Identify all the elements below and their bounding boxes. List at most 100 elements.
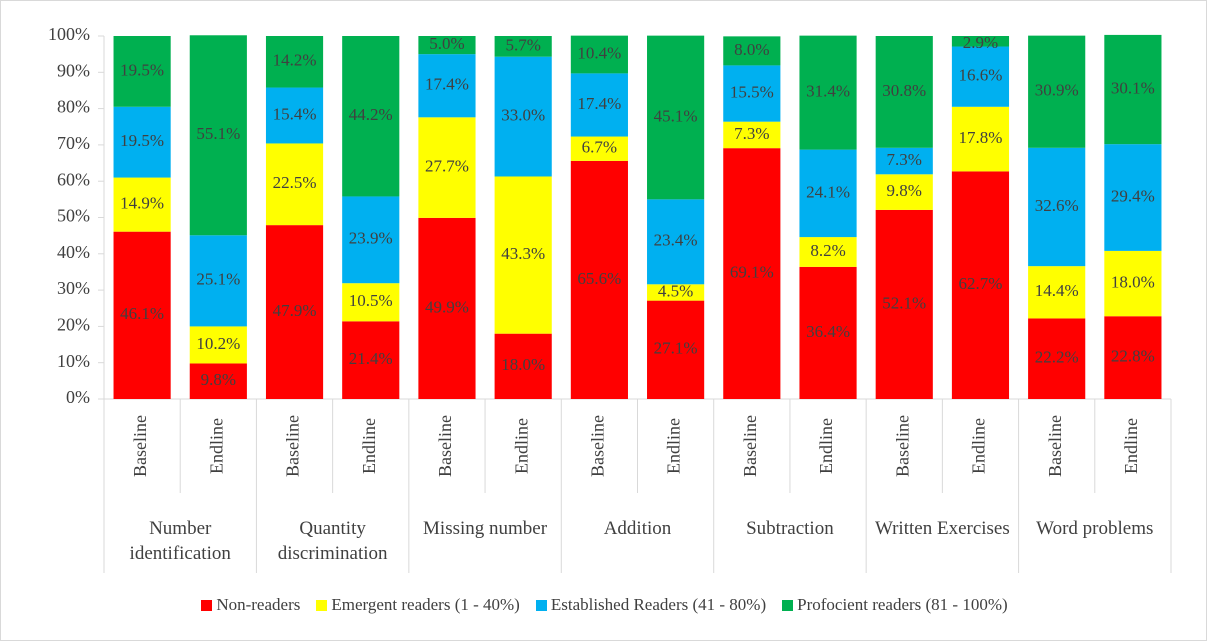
- bar-segment: [1104, 144, 1162, 251]
- group-label: Subtraction: [746, 518, 834, 539]
- data-label: 30.9%: [1035, 81, 1079, 100]
- bar-segment: [189, 35, 247, 236]
- legend-label: Profocient readers (81 - 100%): [797, 595, 1008, 614]
- bar-segment: [189, 326, 247, 364]
- data-label: 32.6%: [1035, 196, 1079, 215]
- bar-segment: [1028, 147, 1086, 267]
- y-tick-label: 20%: [57, 315, 90, 335]
- data-label: 55.1%: [196, 124, 240, 143]
- bar-segment: [951, 171, 1010, 399]
- x-tick-label: Baseline: [588, 415, 608, 477]
- data-label: 33.0%: [501, 105, 545, 124]
- data-label: 29.4%: [1111, 186, 1155, 205]
- bar-segment: [723, 148, 781, 399]
- legend: Non-readers Emergent readers (1 - 40%) Est…: [1, 595, 1206, 615]
- group-label: Quantity discrimination: [277, 518, 388, 564]
- data-label: 62.7%: [959, 274, 1003, 293]
- bar-segment: [342, 196, 400, 284]
- x-tick-label: Endline: [206, 418, 226, 474]
- bar-segment: [570, 136, 628, 161]
- bar-segment: [265, 36, 324, 88]
- legend-label: Emergent readers (1 - 40%): [331, 595, 520, 614]
- bar-segment: [113, 177, 171, 232]
- group-label: Written Exercises: [874, 518, 1010, 539]
- x-tick-label: Baseline: [130, 415, 150, 477]
- y-tick-label: 30%: [57, 278, 90, 298]
- bar-segment: [875, 147, 933, 175]
- data-label: 9.8%: [887, 181, 922, 200]
- data-label: 18.0%: [501, 355, 545, 374]
- bar-segment: [570, 160, 628, 399]
- bar-segment: [342, 36, 400, 197]
- data-label: 14.4%: [1035, 281, 1079, 300]
- data-label: 69.1%: [730, 262, 774, 281]
- bar-segment: [1028, 318, 1086, 399]
- bar-segment: [647, 35, 705, 200]
- bar-segment: [494, 56, 552, 177]
- bar-segment: [418, 36, 476, 55]
- bar-segment: [647, 284, 705, 301]
- data-label: 45.1%: [654, 106, 698, 125]
- data-label: 44.2%: [349, 105, 393, 124]
- data-label: 36.4%: [806, 322, 850, 341]
- legend-item: Emergent readers (1 - 40%): [316, 595, 520, 615]
- x-tick-label: Baseline: [740, 415, 760, 477]
- data-label: 7.3%: [887, 150, 922, 169]
- x-tick-label: Baseline: [892, 415, 912, 477]
- data-label: 22.2%: [1035, 348, 1079, 367]
- bar-segment: [1028, 266, 1086, 319]
- y-tick-label: 100%: [48, 24, 90, 44]
- bar-segment: [113, 36, 171, 107]
- data-label: 6.7%: [582, 138, 617, 157]
- group-label: Addition: [603, 518, 672, 539]
- data-label: 52.1%: [882, 293, 926, 312]
- bar-segment: [342, 321, 400, 399]
- data-label: 17.4%: [425, 75, 469, 94]
- data-label: 43.3%: [501, 244, 545, 263]
- bar-segment: [951, 36, 1010, 47]
- bar-segment: [723, 65, 781, 122]
- bar-segment: [189, 363, 247, 399]
- x-tick-label: Endline: [511, 418, 531, 474]
- legend-swatch: [535, 599, 547, 611]
- data-label: 23.9%: [349, 229, 393, 248]
- data-label: 15.5%: [730, 82, 774, 101]
- legend-item: Non-readers: [201, 595, 300, 615]
- x-tick-label: Endline: [816, 418, 836, 474]
- legend-swatch: [201, 599, 213, 611]
- bar-segment: [647, 300, 705, 399]
- data-label: 9.8%: [201, 370, 236, 389]
- data-label: 17.4%: [577, 94, 621, 113]
- data-label: 15.4%: [273, 104, 317, 123]
- legend-item: Established Readers (41 - 80%): [535, 595, 766, 615]
- y-tick-label: 70%: [57, 133, 90, 153]
- y-tick-label: 0%: [66, 387, 90, 407]
- y-tick-label: 80%: [57, 97, 90, 117]
- bar-segment: [799, 266, 857, 399]
- data-label: 5.0%: [429, 34, 464, 53]
- y-tick-label: 50%: [57, 206, 90, 226]
- bar-segment: [113, 106, 171, 178]
- bar-segment: [570, 73, 628, 137]
- legend-item: Profocient readers (81 - 100%): [782, 595, 1008, 615]
- data-label: 14.9%: [120, 194, 164, 213]
- bar-segment: [875, 209, 933, 399]
- bar-segment: [265, 225, 324, 399]
- data-label: 21.4%: [349, 349, 393, 368]
- bar-segment: [494, 36, 552, 57]
- bar-segment: [113, 231, 171, 399]
- data-label: 17.8%: [959, 128, 1003, 147]
- data-label: 7.3%: [734, 124, 769, 143]
- group-label: Number identification: [129, 518, 231, 564]
- bar-segment: [418, 117, 476, 218]
- data-label: 24.1%: [806, 182, 850, 201]
- x-tick-label: Baseline: [283, 415, 303, 477]
- data-label: 16.6%: [959, 66, 1003, 85]
- data-label: 23.4%: [654, 231, 698, 250]
- x-tick-label: Endline: [359, 418, 379, 474]
- y-tick-label: 90%: [57, 60, 90, 80]
- bar-segment: [951, 106, 1010, 172]
- bar-segment: [951, 46, 1010, 107]
- data-label: 2.9%: [963, 33, 998, 52]
